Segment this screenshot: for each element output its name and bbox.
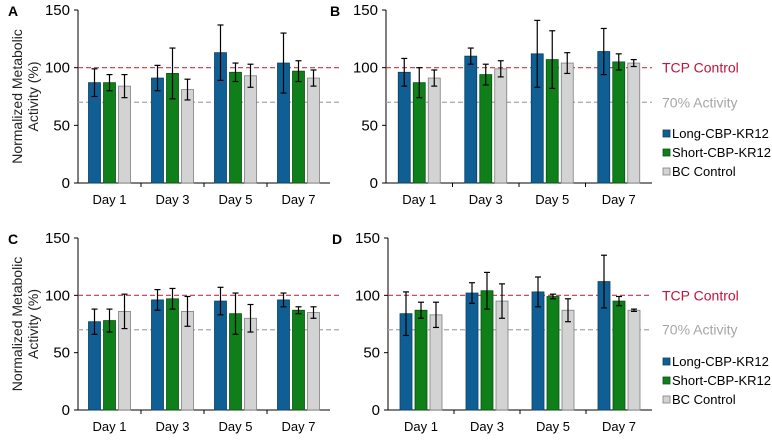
y-tick-label: 100 [45,60,70,77]
panel-label: A [8,3,18,19]
y-tick-label: 150 [353,2,378,19]
bar-long-cbp-kr12 [531,291,545,411]
bar-short-cbp-kr12 [103,82,116,184]
y-tick-label: 150 [45,2,70,19]
bar-short-cbp-kr12 [612,300,626,411]
x-tick-label: Day 3 [470,419,504,434]
y-tick-label: 50 [363,345,380,362]
bar-bc-control [560,62,574,184]
y-axis-label: Normalized MetabolicActivity (%) [9,257,41,392]
panel-b: B 0 50 100 150 Day 1 Day 3 Day 5 Day 7 TCP Contro… [330,2,771,207]
y-tick-label: 150 [45,230,70,247]
x-tick-label: Day 7 [282,192,316,207]
bar-bc-control [627,62,641,184]
bar-short-cbp-kr12 [479,74,493,184]
bar-short-cbp-kr12 [414,309,428,411]
y-tick-label: 100 [355,287,380,304]
legend-swatch [662,395,671,404]
x-tick-label: Day 3 [469,192,503,207]
legend-label: BC Control [672,392,736,407]
panel-d: D 0 50 100 150 Day 1 Day 3 Day 5 Day 7 TCP Contro… [332,230,771,434]
y-tick-label: 0 [370,175,378,192]
bar-short-cbp-kr12 [292,309,305,411]
bar-bc-control [307,312,320,411]
bar-long-cbp-kr12 [464,55,478,184]
legend-label: Long-CBP-KR12 [672,126,769,141]
bar-bc-control [307,77,320,184]
x-tick-label: Day 5 [219,192,253,207]
bar-bc-control [118,85,131,184]
bar-long-cbp-kr12 [88,321,101,411]
tcp-control-label: TCP Control [662,60,739,76]
y-tick-label: 0 [372,402,380,419]
x-tick-label: Day 7 [602,192,636,207]
x-tick-label: Day 3 [156,419,190,434]
legend-swatch [662,376,671,385]
y-tick-label: 0 [62,402,70,419]
bar-bc-control [244,75,257,184]
bar-bc-control [494,68,508,184]
x-tick-label: Day 5 [536,419,570,434]
y-tick-label: 100 [45,287,70,304]
bar-long-cbp-kr12 [151,77,164,184]
x-tick-label: Day 1 [93,192,127,207]
panel-label: C [8,231,18,247]
y-tick-label: 100 [353,60,378,77]
x-tick-label: Day 7 [602,419,636,434]
y-axis-label-line: Normalized Metabolic [9,257,25,392]
legend-swatch [662,129,671,138]
bar-long-cbp-kr12 [88,82,101,184]
bar-bc-control [181,89,194,184]
bar-short-cbp-kr12 [292,70,305,184]
legend-label: Short-CBP-KR12 [672,373,771,388]
x-tick-label: Day 5 [535,192,569,207]
bar-short-cbp-kr12 [612,61,626,184]
bar-bc-control [561,309,575,411]
y-tick-label: 150 [355,230,380,247]
panel-label: B [330,3,340,19]
bar-short-cbp-kr12 [103,320,116,411]
y-axis-label: Normalized MetabolicActivity (%) [9,29,41,164]
legend-label: Short-CBP-KR12 [672,145,771,160]
bar-bc-control [427,77,441,184]
legend-label: BC Control [672,164,736,179]
y-tick-label: 50 [53,117,70,134]
bar-long-cbp-kr12 [465,292,479,411]
bar-long-cbp-kr12 [214,300,227,411]
legend-swatch [662,167,671,176]
x-tick-label: Day 1 [93,419,127,434]
bar-short-cbp-kr12 [546,296,560,411]
y-tick-label: 50 [53,345,70,362]
x-tick-label: Day 1 [402,192,436,207]
activity-70-label: 70% Activity [662,94,737,110]
legend-swatch [662,148,671,157]
bar-long-cbp-kr12 [151,299,164,411]
bar-long-cbp-kr12 [397,71,411,184]
legend-label: Long-CBP-KR12 [672,354,769,369]
y-tick-label: 50 [361,117,378,134]
bar-short-cbp-kr12 [166,298,179,411]
panel-label: D [332,231,342,247]
tcp-control-label: TCP Control [662,287,739,303]
bar-bc-control [627,309,641,411]
bar-bc-control [429,314,443,411]
x-tick-label: Day 5 [219,419,253,434]
x-tick-label: Day 7 [282,419,316,434]
activity-70-label: 70% Activity [662,322,737,338]
x-tick-label: Day 1 [404,419,438,434]
legend-swatch [662,357,671,366]
y-axis-label-line: Activity (%) [25,62,41,132]
y-axis-label-line: Normalized Metabolic [9,29,25,164]
bar-long-cbp-kr12 [277,299,290,411]
y-axis-label-line: Activity (%) [25,289,41,359]
bar-short-cbp-kr12 [229,71,242,184]
y-tick-label: 0 [62,175,70,192]
x-tick-label: Day 3 [156,192,190,207]
